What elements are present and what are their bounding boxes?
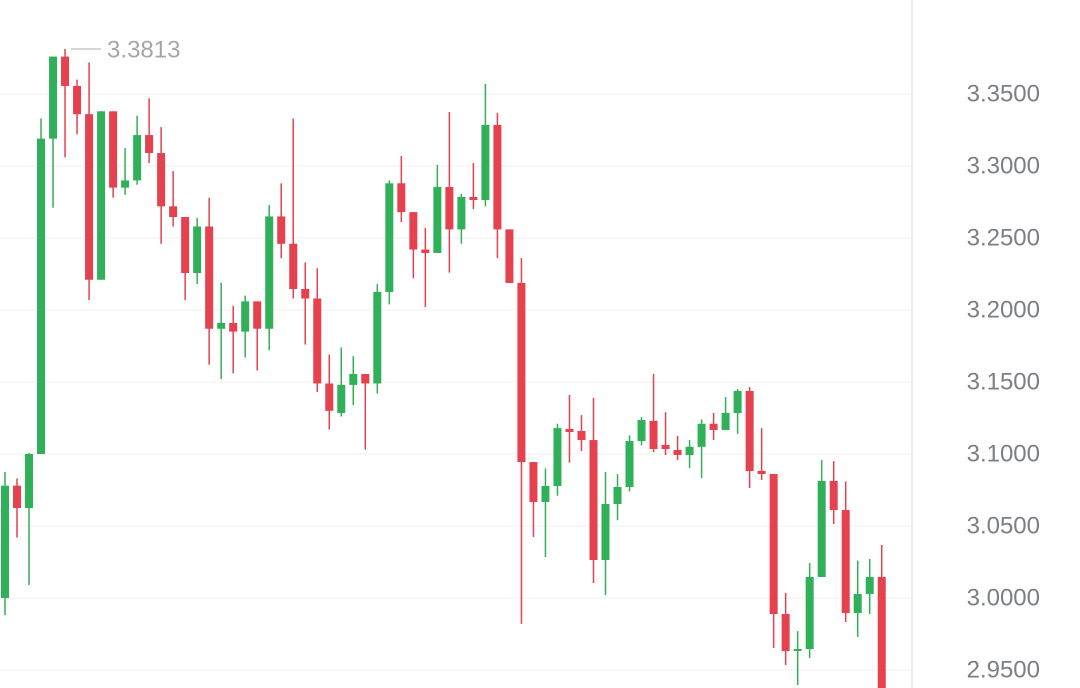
candle-body [289, 243, 298, 289]
candle-body [229, 322, 238, 332]
candle-body [397, 183, 406, 213]
candle-body [205, 226, 214, 329]
candle-body [853, 593, 862, 613]
candle-body [793, 648, 802, 651]
candle-body [757, 471, 766, 475]
candle-body [421, 249, 430, 253]
y-tick-label: 3.0000 [967, 584, 1040, 611]
y-tick-label: 2.9500 [967, 656, 1040, 683]
candle-body [625, 441, 634, 487]
candle-body [385, 183, 394, 293]
candle-body [61, 56, 70, 86]
candle-body [193, 226, 202, 274]
candle-body [97, 111, 106, 280]
candle-body [661, 444, 670, 449]
candle-body [337, 384, 346, 413]
candle-body [733, 390, 742, 413]
candle-body [73, 85, 82, 115]
candle-body [505, 229, 514, 283]
candle-body [13, 485, 22, 509]
y-tick-label: 3.3000 [967, 152, 1040, 179]
candle-body [673, 449, 682, 456]
candle-body [841, 510, 850, 613]
candle-body [409, 212, 418, 250]
candle-body [469, 196, 478, 201]
candle-body [445, 187, 454, 230]
candle-body [781, 613, 790, 651]
candle-body [133, 135, 142, 181]
candle-body [145, 135, 154, 154]
candle-body [373, 292, 382, 384]
candle-body [565, 428, 574, 432]
candle-body [85, 114, 94, 280]
candle-body [697, 423, 706, 447]
candle-body [157, 153, 166, 207]
candle-body [745, 390, 754, 472]
candle-body [817, 480, 826, 577]
y-tick-label: 3.2000 [967, 296, 1040, 323]
candle-body [865, 576, 874, 594]
candle-body [481, 124, 490, 201]
candle-body [121, 180, 130, 188]
candle-body [301, 288, 310, 299]
candle-body [769, 474, 778, 614]
y-tick-label: 3.1000 [967, 440, 1040, 467]
candle-body [601, 503, 610, 560]
candle-body [1, 485, 9, 599]
candle-body [265, 216, 274, 329]
candle-body [613, 486, 622, 504]
candle-body [241, 301, 250, 332]
y-tick-label: 3.3500 [967, 80, 1040, 107]
candle-body [25, 454, 34, 509]
candle-body [877, 576, 886, 688]
candle-body [577, 430, 586, 441]
candle-body [541, 485, 550, 502]
candle-body [709, 423, 718, 430]
candle-body [517, 282, 526, 463]
candle-body [553, 428, 562, 486]
candle-body [325, 383, 334, 411]
candle-body [433, 187, 442, 253]
candle-body [529, 462, 538, 502]
candle-body [253, 301, 262, 329]
candle-body [649, 420, 658, 449]
candle-body [721, 412, 730, 430]
candle-body [493, 124, 502, 230]
candle-body [49, 56, 58, 139]
candle-body [37, 138, 46, 455]
candle-body [685, 446, 694, 456]
y-tick-label: 3.2500 [967, 224, 1040, 251]
y-tick-label: 3.1500 [967, 368, 1040, 395]
candle-body [457, 196, 466, 230]
candle-body [217, 322, 226, 329]
candle-body [805, 576, 814, 649]
candle-body [589, 440, 598, 560]
candle-body [109, 111, 118, 188]
y-tick-label: 3.0500 [967, 512, 1040, 539]
candle-body [829, 480, 838, 511]
candle-body [277, 216, 286, 244]
candle-body [181, 216, 190, 274]
candle-body [313, 298, 322, 384]
candle-body [637, 420, 646, 442]
candle-body [349, 373, 358, 385]
candle-body [361, 373, 370, 384]
annotation: 3.3813 [107, 36, 180, 63]
candle-body [169, 206, 178, 217]
